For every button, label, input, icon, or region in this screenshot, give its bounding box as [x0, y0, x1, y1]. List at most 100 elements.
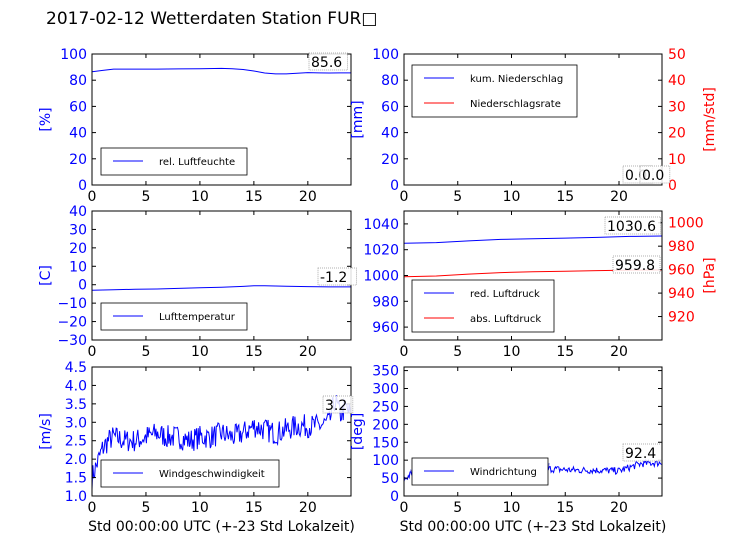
last-value-label: 1030.6	[607, 219, 656, 235]
last-value-label: 0.0	[642, 168, 664, 184]
x-tick-label: 0	[400, 344, 409, 360]
y-tick-label: 4.0	[65, 378, 87, 394]
y-tick-label: 4.5	[65, 360, 87, 376]
y-axis-label: [deg]	[350, 413, 366, 450]
legend-box	[411, 279, 555, 333]
x-tick-label: 20	[299, 189, 317, 205]
y-axis-label: [mm]	[350, 100, 366, 138]
y-tick-label: 0	[390, 178, 399, 194]
y-tick-label: 100	[60, 47, 87, 63]
x-tick-label: 15	[245, 189, 263, 205]
y-tick-label-right: 980	[668, 239, 695, 255]
x-axis-label: Std 00:00:00 UTC (+-23 Std Lokalzeit)	[400, 519, 667, 535]
x-tick-label: 0	[400, 500, 409, 516]
legend-box	[411, 64, 578, 118]
y-tick-label: 60	[381, 99, 399, 115]
x-tick-label: 10	[503, 500, 521, 516]
value-label-box	[622, 443, 662, 462]
plot-frame	[403, 366, 663, 497]
y-axis-label: [C]	[38, 265, 54, 286]
plot-frame	[91, 53, 352, 186]
series-line	[92, 395, 351, 490]
legend-entry: kum. Niederschlag	[470, 74, 563, 85]
y-tick-label: 300	[372, 382, 399, 398]
y-tick-label: 20	[69, 241, 87, 257]
y-tick-label: 980	[372, 294, 399, 310]
x-tick-label: 15	[245, 500, 263, 516]
x-tick-label: 10	[191, 189, 209, 205]
x-tick-label: 15	[556, 189, 574, 205]
legend-entry: Windrichtung	[470, 467, 537, 478]
y-axis-label: [%]	[38, 107, 54, 131]
y-tick-label-right: 20	[668, 126, 686, 142]
y-tick-label: 20	[69, 152, 87, 168]
x-tick-label: 20	[299, 344, 317, 360]
y-tick-label-right: 40	[668, 73, 686, 89]
plot-frame	[403, 53, 663, 186]
y-tick-label: 1000	[363, 269, 399, 285]
x-axis-label: Std 00:00:00 UTC (+-23 Std Lokalzeit)	[88, 519, 355, 535]
y-tick-label: 30	[69, 222, 87, 238]
y-tick-label: 1.0	[65, 489, 87, 505]
legend-entry: Niederschlagsrate	[470, 99, 561, 110]
value-label-box	[322, 395, 354, 414]
y-tick-label: 2.5	[65, 434, 87, 450]
x-tick-label: 10	[191, 344, 209, 360]
y-tick-label-right: 30	[668, 99, 686, 115]
x-tick-label: 0	[88, 500, 97, 516]
legend-entry: Windgeschwindigkeit	[159, 469, 265, 480]
chart-humidity: 0 5 10 15 20 0 20 40 60 80 100 [%] rel. Luftfeuchte 8…	[38, 47, 352, 205]
x-tick-label: 5	[453, 189, 462, 205]
value-label-box	[612, 255, 661, 274]
x-tick-label: 20	[610, 344, 628, 360]
x-tick-label: 5	[453, 344, 462, 360]
last-value-label: 92.4	[625, 446, 656, 462]
x-tick-label: 0	[88, 189, 97, 205]
y-tick-label-right: 10	[668, 152, 686, 168]
x-tick-label: 5	[141, 500, 150, 516]
x-tick-label: 10	[191, 500, 209, 516]
y-tick-label-right: 920	[668, 310, 695, 326]
y-tick-label: −30	[57, 333, 87, 349]
y-tick-label: 350	[372, 364, 399, 380]
chart-temperature: 0 5 10 15 20 −30 −20 −10 0 10 20 30 40 [C] Lufttempera…	[38, 204, 357, 360]
y-tick-label: 0	[78, 278, 87, 294]
y-tick-label-right: 940	[668, 286, 695, 302]
y-tick-label: 1.5	[65, 471, 87, 487]
y-tick-label: 40	[69, 204, 87, 220]
y-tick-label-right: 50	[668, 47, 686, 63]
y-tick-label: 0	[78, 178, 87, 194]
y-tick-label: 100	[372, 453, 399, 469]
legend-entry: abs. Luftdruck	[470, 314, 541, 325]
y-tick-label: 20	[381, 152, 399, 168]
x-tick-label: 5	[141, 189, 150, 205]
value-label-box	[317, 267, 357, 286]
x-tick-label: 20	[610, 500, 628, 516]
y-tick-label: 1020	[363, 243, 399, 259]
y-tick-label: 50	[381, 471, 399, 487]
series-line	[404, 235, 662, 244]
y-axis-label: [m/s]	[38, 413, 54, 450]
y-tick-label-right: 0	[668, 178, 677, 194]
x-tick-label: 0	[400, 189, 409, 205]
y-tick-label: 40	[69, 126, 87, 142]
last-value-label: 3.2	[325, 398, 347, 414]
plot-frame	[91, 366, 352, 497]
x-tick-label: 20	[299, 500, 317, 516]
last-value-label: -1.2	[320, 270, 347, 286]
series-line	[92, 285, 351, 291]
y-tick-label-right: 960	[668, 263, 695, 279]
y-tick-label: 60	[69, 99, 87, 115]
y-tick-label: 100	[372, 47, 399, 63]
legend-box	[100, 459, 280, 488]
y-tick-label: 2.0	[65, 452, 87, 468]
x-tick-label: 5	[453, 500, 462, 516]
x-tick-label: 15	[556, 500, 574, 516]
y-tick-label: −20	[57, 315, 87, 331]
x-tick-label: 20	[610, 189, 628, 205]
y-tick-label: 40	[381, 126, 399, 142]
last-value-label: 85.6	[311, 55, 342, 71]
value-label-box	[308, 52, 348, 71]
y-tick-label: 250	[372, 399, 399, 415]
